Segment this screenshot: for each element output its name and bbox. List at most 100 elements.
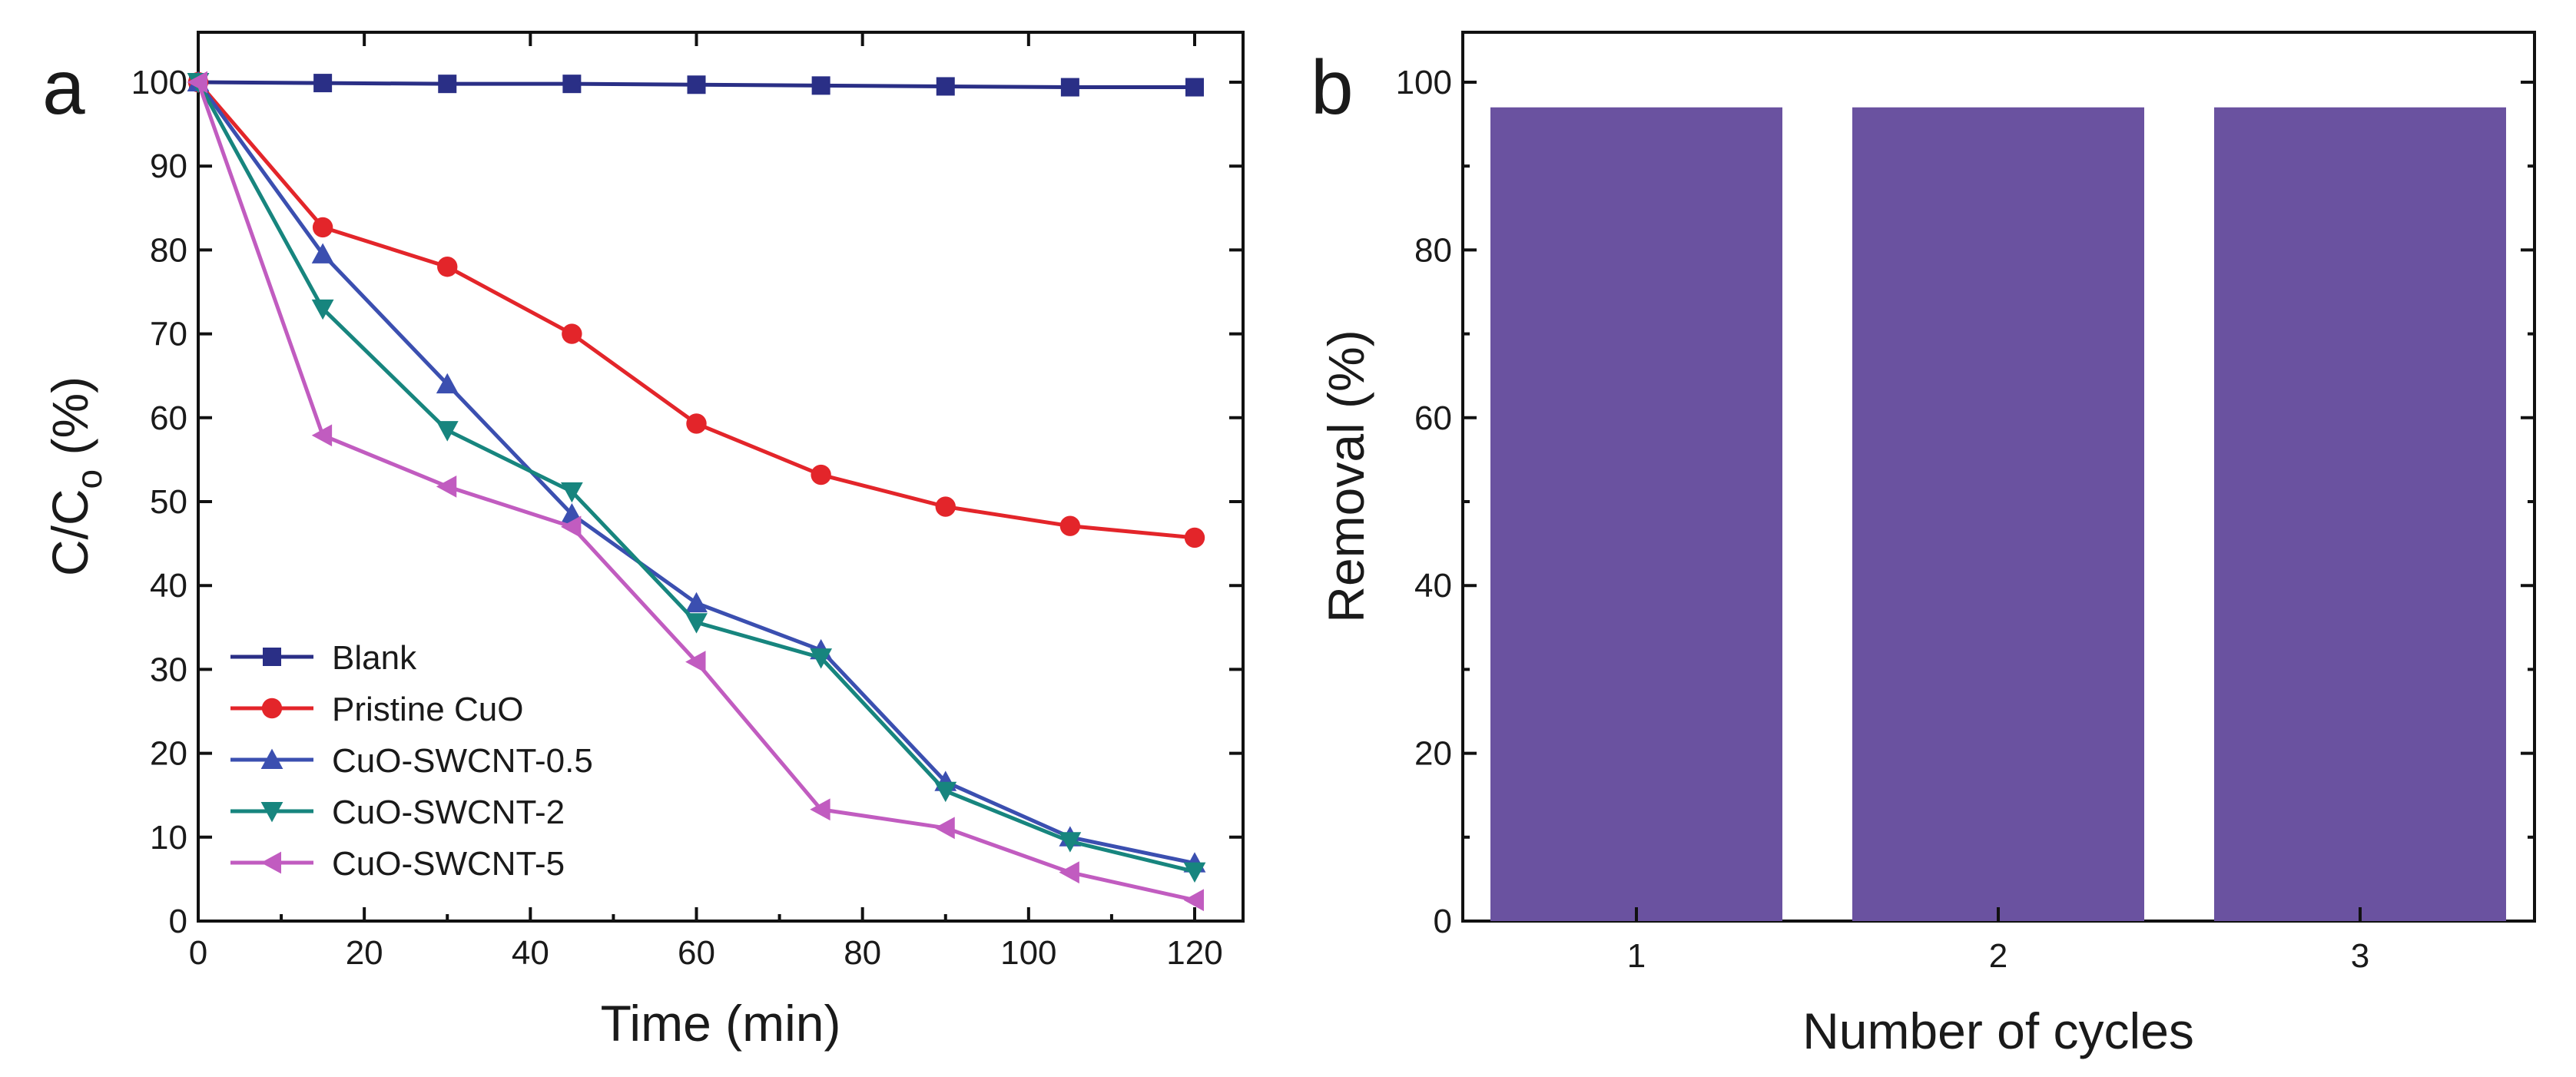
panel-a-axes: 0 20 40 60 80 100 120 0 10 20 30 40 50 60 70 80 90 100: [131, 32, 1243, 972]
legend-label: Blank: [332, 639, 417, 677]
panel-a-x-axis-label: Time (min): [601, 995, 841, 1052]
y-tick-label: 0: [169, 903, 187, 940]
data-point: [685, 613, 708, 634]
x-tick-label: 100: [1000, 934, 1056, 972]
legend-marker: [263, 648, 281, 666]
bar-cycle-1: [1490, 107, 1782, 921]
data-point: [934, 817, 955, 840]
data-point: [936, 77, 955, 96]
legend-marker: [260, 802, 283, 823]
panel-a-series: [187, 71, 1206, 912]
bar-cycle-2: [1852, 107, 2144, 921]
data-point: [436, 421, 459, 442]
panel-b-bars: [1490, 107, 2506, 921]
data-point: [311, 299, 334, 320]
legend-label: CuO-SWCNT-2: [332, 794, 565, 831]
y-label-subscript: o: [69, 469, 109, 489]
x-tick-label: 3: [2351, 937, 2369, 975]
y-tick-label: 70: [150, 316, 187, 353]
legend-marker: [260, 851, 281, 874]
legend-item: Blank: [230, 639, 417, 677]
x-tick-label: 1: [1627, 937, 1646, 975]
legend-item: CuO-SWCNT-5: [230, 845, 565, 883]
y-tick-label: 100: [131, 64, 187, 101]
y-tick-label: 40: [150, 567, 187, 605]
y-tick-label: 10: [150, 819, 187, 857]
data-point: [436, 475, 457, 498]
data-point: [562, 323, 582, 344]
panel-b-y-axis-label: Removal (%): [1318, 330, 1374, 622]
y-tick-label: 0: [1434, 903, 1452, 940]
series-3: [187, 73, 1206, 883]
series-1: [187, 71, 1205, 548]
y-tick-label: 90: [150, 147, 187, 185]
data-point: [935, 496, 956, 517]
panel-a-label: a: [42, 45, 85, 131]
panel-a-line-chart: a 0 20 40 60 80 100 1200102030405060708090100 …: [41, 31, 1245, 1052]
data-point: [436, 373, 459, 394]
data-point: [562, 75, 582, 94]
data-point: [1183, 889, 1204, 912]
legend-item: CuO-SWCNT-0.5: [230, 742, 593, 780]
data-point: [313, 74, 333, 93]
y-tick-label: 30: [150, 651, 187, 688]
y-tick-label: 20: [150, 735, 187, 773]
panel-a-frame: [197, 31, 1245, 923]
data-point: [1185, 78, 1204, 97]
data-point: [810, 648, 833, 669]
y-label-unit: (%): [41, 376, 98, 469]
y-tick-label: 20: [1414, 735, 1452, 773]
data-point: [311, 243, 334, 263]
legend-label: CuO-SWCNT-0.5: [332, 742, 593, 780]
data-point: [811, 464, 831, 485]
data-point: [560, 515, 582, 538]
data-point: [1059, 832, 1082, 853]
data-point: [312, 217, 333, 238]
data-point: [1060, 78, 1079, 97]
data-point: [685, 592, 708, 613]
data-point: [686, 413, 707, 434]
x-tick-label: 120: [1166, 934, 1222, 972]
legend-item: Pristine CuO: [230, 691, 523, 728]
x-tick-label: 20: [346, 934, 383, 972]
y-tick-label: 60: [150, 399, 187, 437]
panel-a-y-axis-label: C/Co (%): [41, 376, 109, 576]
x-tick-label: 80: [844, 934, 881, 972]
series-0: [189, 73, 1204, 97]
data-point: [934, 781, 957, 803]
bar-cycle-3: [2214, 107, 2506, 921]
legend-item: CuO-SWCNT-2: [230, 794, 565, 831]
data-point: [687, 75, 706, 94]
y-tick-label: 80: [150, 231, 187, 269]
legend-label: Pristine CuO: [332, 691, 523, 728]
legend-marker: [261, 698, 283, 719]
y-tick-label: 80: [1414, 231, 1452, 269]
legend-label: CuO-SWCNT-5: [332, 845, 565, 883]
y-label-main: C/C: [41, 489, 98, 576]
y-tick-label: 100: [1396, 64, 1452, 101]
panel-b-label: b: [1311, 45, 1354, 131]
data-point: [311, 424, 333, 447]
data-point: [811, 76, 830, 95]
data-point: [437, 257, 458, 277]
data-point: [685, 651, 706, 673]
panel-b-axes: 1 2 3 0 20 40 60 80 100: [1396, 64, 2535, 975]
x-tick-label: 60: [678, 934, 715, 972]
panel-a-legend: Blank Pristine CuO CuO-SWCNT-0.5 CuO-SWCNT-…: [230, 639, 593, 883]
y-tick-label: 50: [150, 483, 187, 521]
data-point: [560, 482, 583, 503]
data-point: [187, 71, 207, 94]
data-point: [1059, 861, 1079, 884]
series-4: [187, 71, 1204, 912]
panel-b-x-axis-label: Number of cycles: [1802, 1002, 2194, 1059]
legend-marker: [260, 748, 283, 769]
data-point: [810, 798, 830, 821]
series-line: [197, 81, 1195, 540]
x-tick-label: 0: [189, 934, 207, 972]
y-tick-label: 40: [1414, 567, 1452, 605]
data-point: [438, 75, 457, 94]
y-tick-label: 60: [1414, 399, 1452, 437]
x-tick-label: 2: [1989, 937, 2007, 975]
data-point: [1183, 862, 1206, 883]
